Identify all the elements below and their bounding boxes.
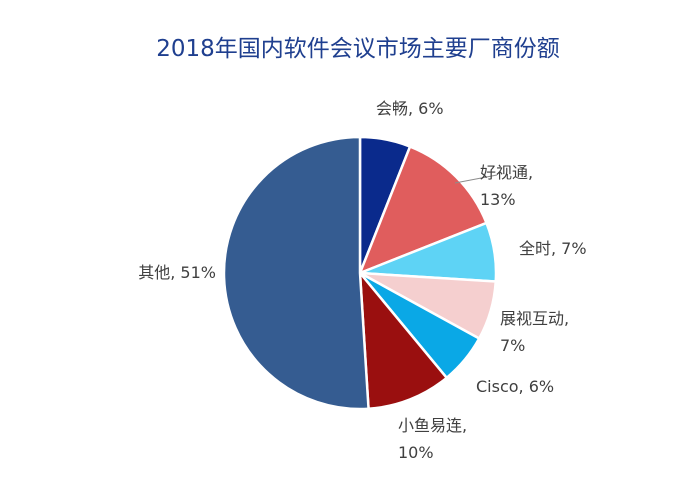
chart-title: 2018年国内软件会议市场主要厂商份额 bbox=[156, 36, 560, 62]
slice-label-line: 10% bbox=[398, 443, 434, 462]
slice-label-line: 全时, 7% bbox=[519, 239, 587, 258]
slice-label-line: Cisco, 6% bbox=[476, 377, 554, 396]
pie-slice-6 bbox=[358, 269, 449, 411]
slice-label-line: 展视互动, bbox=[500, 309, 569, 328]
leader-line-2 bbox=[454, 174, 498, 184]
slice-label-4: 展视互动, 7% bbox=[500, 309, 569, 355]
slice-label-line: 会畅, 6% bbox=[376, 99, 444, 118]
slice-label-6: 小鱼易连, 10% bbox=[398, 416, 467, 462]
slice-label-2: 好视通, 13% bbox=[480, 163, 533, 209]
slice-label-line: 小鱼易连, bbox=[398, 416, 467, 435]
slice-label-1: 会畅, 6% bbox=[376, 99, 444, 118]
slice-label-line: 13% bbox=[480, 190, 516, 209]
slice-label-5: Cisco, 6% bbox=[476, 377, 554, 396]
slice-labels: 会畅, 6% 好视通, 13% 全时, 7% 展视互动, 7% Cisco, 6% 小鱼易连,… bbox=[138, 99, 586, 462]
pie-slices bbox=[222, 135, 498, 411]
slice-label-line: 7% bbox=[500, 336, 525, 355]
slice-label-3: 全时, 7% bbox=[519, 239, 587, 258]
slice-label-7: 其他, 51% bbox=[138, 263, 216, 282]
leader-lines bbox=[454, 174, 498, 184]
pie-slice-2 bbox=[357, 144, 489, 276]
slice-label-line: 好视通, bbox=[480, 163, 533, 182]
pie-slice-7 bbox=[222, 135, 370, 411]
slice-label-line: 其他, 51% bbox=[138, 263, 216, 282]
